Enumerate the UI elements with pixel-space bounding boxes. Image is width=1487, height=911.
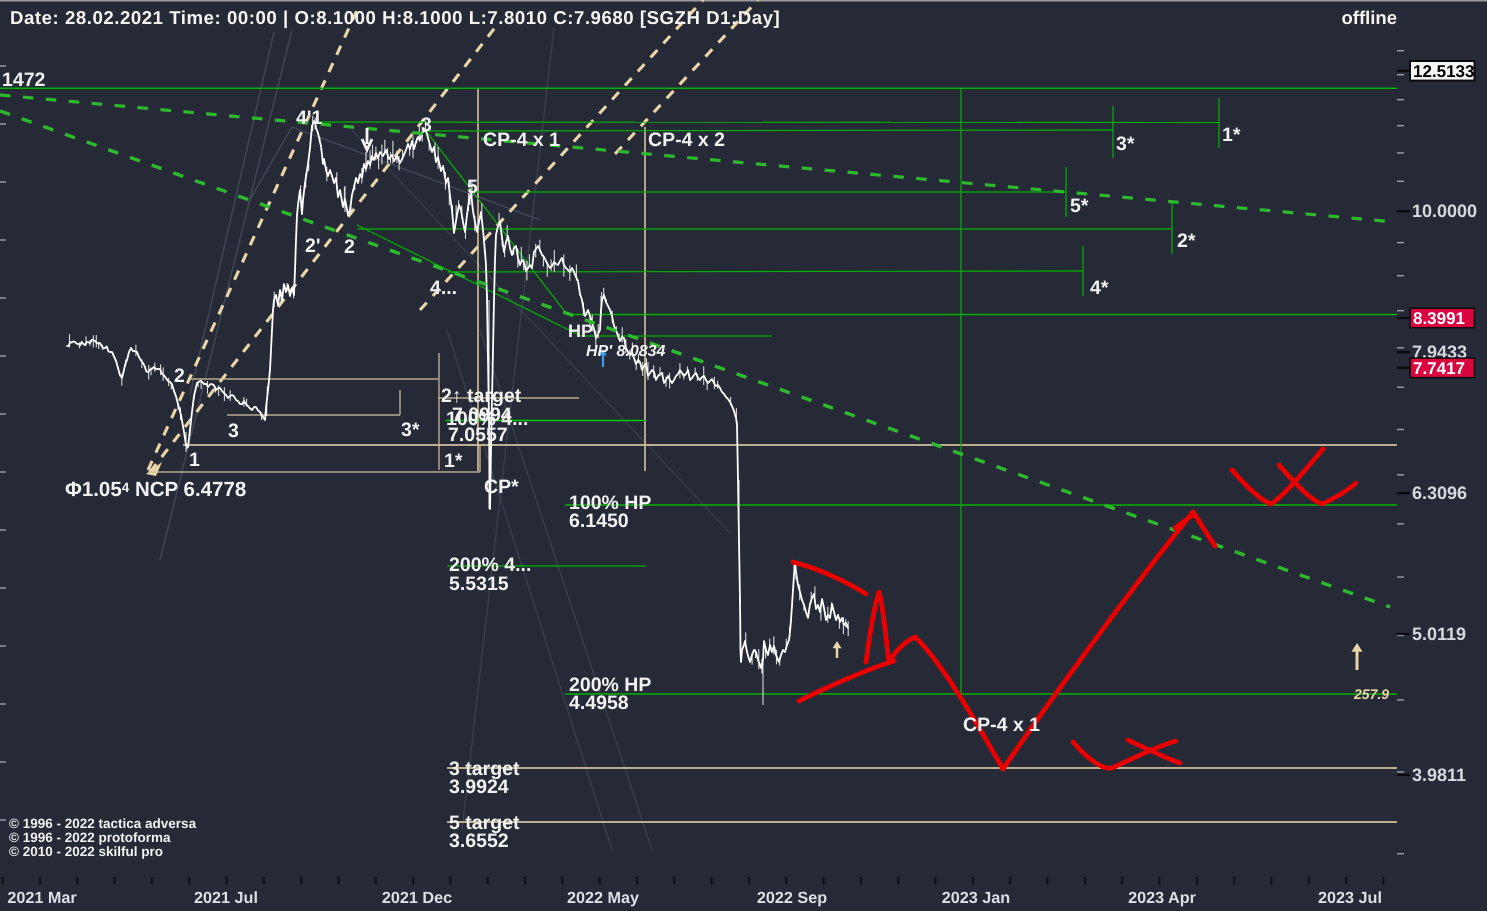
svg-text:4'1: 4'1 [296,107,322,129]
svg-text:4*: 4* [1090,277,1109,299]
svg-text:7.0994: 7.0994 [452,404,512,426]
svg-text:3: 3 [228,420,239,442]
svg-text:3.6552: 3.6552 [449,830,509,852]
svg-text:3.9924: 3.9924 [449,776,509,798]
svg-text:3.9811: 3.9811 [1412,765,1466,785]
svg-text:100% 4...: 100% 4... [446,408,528,430]
svg-text:3 target: 3 target [449,758,520,780]
svg-text:HP: HP [568,321,593,341]
svg-text:12.5133: 12.5133 [1413,62,1474,81]
svg-text:CP-4 x 1: CP-4 x 1 [963,714,1040,736]
svg-text:2021 Jul: 2021 Jul [194,889,258,907]
svg-text:100% HP: 100% HP [569,492,651,514]
svg-text:1472: 1472 [2,69,46,91]
svg-text:2022 May: 2022 May [567,889,639,907]
svg-text:2021 Dec: 2021 Dec [382,889,452,907]
svg-text:2023 Apr: 2023 Apr [1128,889,1196,907]
svg-text:Φ1.054 NCP 6.4778: Φ1.054 NCP 6.4778 [65,478,246,501]
svg-text:© 1996 - 2022 tactica adversa: © 1996 - 2022 tactica adversa [9,816,197,831]
svg-text:3: 3 [421,114,432,136]
svg-text:2: 2 [344,236,355,258]
svg-text:2↑ target: 2↑ target [441,385,522,407]
svg-text:CP*: CP* [484,476,519,498]
svg-text:2: 2 [174,365,185,387]
svg-text:2022 Sep: 2022 Sep [757,889,827,907]
svg-text:6.1450: 6.1450 [569,510,629,532]
svg-text:4.4958: 4.4958 [569,692,629,714]
svg-text:2023 Jul: 2023 Jul [1318,889,1382,907]
svg-text:© 2010 - 2022 skilful pro: © 2010 - 2022 skilful pro [9,844,163,859]
svg-text:7.0557: 7.0557 [448,424,508,446]
svg-text:1*: 1* [444,450,463,472]
svg-text:HP' 8.0834: HP' 8.0834 [586,343,666,360]
svg-text:6.3096: 6.3096 [1412,483,1467,503]
svg-text:8.3991: 8.3991 [1413,309,1465,328]
svg-text:5 target: 5 target [449,812,520,834]
svg-text:5.5315: 5.5315 [449,573,509,595]
svg-text:3*: 3* [1116,133,1135,155]
svg-text:2023 Jan: 2023 Jan [942,889,1010,907]
svg-text:Date: 28.02.2021 Time: 00:00 |: Date: 28.02.2021 Time: 00:00 | O:8.1000 … [10,7,780,29]
svg-text:© 1996 - 2022 protoforma: © 1996 - 2022 protoforma [9,830,171,845]
svg-text:257.9: 257.9 [1353,686,1389,702]
svg-text:7.9433: 7.9433 [1412,342,1467,362]
svg-text:2': 2' [305,235,320,257]
svg-text:4...: 4... [430,277,457,299]
svg-text:200% HP: 200% HP [569,674,651,696]
svg-text:7.7417: 7.7417 [1413,359,1465,378]
svg-text:CP-4 x 2: CP-4 x 2 [648,129,725,151]
svg-text:200% 4...: 200% 4... [449,554,531,576]
svg-text:1*: 1* [1222,124,1241,146]
svg-text:5.0119: 5.0119 [1412,624,1466,644]
svg-text:10.0000: 10.0000 [1412,201,1477,221]
svg-text:offline: offline [1342,7,1398,28]
svg-text:2*: 2* [1177,230,1196,252]
svg-text:1: 1 [189,449,200,471]
svg-text:5*: 5* [1070,195,1089,217]
svg-text:2021 Mar: 2021 Mar [7,889,77,907]
svg-text:CP-4 x 1: CP-4 x 1 [483,129,560,151]
svg-text:5: 5 [467,176,478,198]
svg-text:3*: 3* [401,419,420,441]
